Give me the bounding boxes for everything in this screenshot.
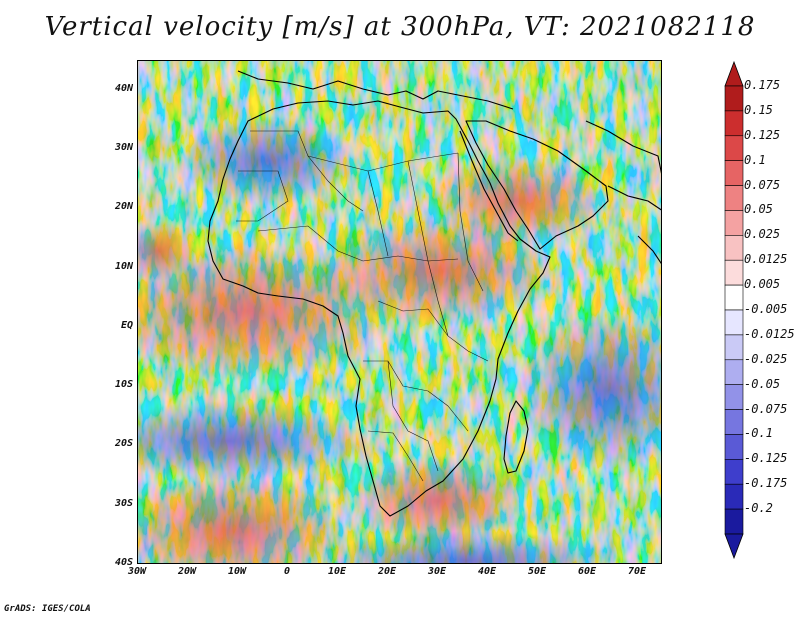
red-sea-coast [459,130,519,242]
colorbar-label: -0.075 [744,401,788,416]
lat-tick-20s: 20S [114,438,133,450]
colorbar-swatch-8 [724,284,744,311]
country-borders [236,130,489,482]
colorbar-swatch-12 [724,384,744,410]
colorbar-label: -0.05 [744,376,781,391]
colorbar-swatch-11 [724,359,744,385]
lon-tick-20w: 20W [177,566,197,577]
colorbar-swatch-9 [724,309,744,336]
lat-tick-10s: 10S [114,379,133,391]
lon-tick-40e: 40E [477,566,497,577]
descent-band-southern-ocean [318,531,618,563]
lat-tick-40n: 40N [114,82,133,94]
lat-tick-30n: 30N [114,141,133,153]
colorbar-swatch-17 [724,508,744,535]
mediterranean-north-coast [237,70,514,110]
colorbar-label: -0.175 [744,476,788,491]
colorbar-label: -0.1 [744,426,773,441]
descent-zone-sahara [178,116,358,206]
colorbar-swatch-5 [724,210,744,236]
india-coastline [637,235,661,264]
colorbar-swatch-10 [724,334,744,361]
colorbar-label: -0.2 [744,501,773,516]
lat-tick-eq: EQ [120,319,133,331]
madagascar-coastline [503,400,529,474]
vertical-velocity-field [138,61,661,563]
colorbar-label: 0.005 [744,277,781,292]
colorbar-swatch-16 [724,483,744,510]
colorbar-swatch-7 [724,259,744,286]
lon-tick-20e: 20E [377,566,397,577]
colorbar-swatch-15 [724,459,744,485]
map-plot-area [137,60,662,564]
ascent-zone-south-atlantic [138,471,353,563]
colorbar-label: 0.0125 [744,252,788,267]
colorbar-swatch-0 [724,85,744,112]
lat-tick-40s: 40S [114,557,133,568]
colorbar-swatch-4 [724,185,744,211]
lon-tick-70e: 70E [627,566,647,577]
colorbar-label: 0.075 [744,177,781,192]
lon-tick-30e: 30E [427,566,447,577]
colorbar-swatch-1 [724,110,744,137]
descent-band-south-atlantic [138,401,368,481]
lat-tick-30s: 30S [114,497,133,509]
grads-credit: GrADS: IGES/COLA [4,604,91,614]
arabia-coastline [465,120,609,250]
colorbar-label: 0.175 [744,78,781,92]
lon-tick-10w: 10W [227,566,247,577]
colorbar-label: 0.025 [744,227,781,242]
lat-tick-10n: 10N [114,260,133,272]
colorbar-label: 0.125 [744,127,781,142]
map-title: Vertical velocity [m/s] at 300hPa, VT: 2… [44,12,756,42]
colorbar-label: -0.125 [744,451,788,466]
lon-tick-60e: 60E [577,566,597,577]
ascent-zone-arabia [428,156,608,246]
colorbar-label: 0.1 [744,152,766,167]
colorbar-swatch-6 [724,235,744,261]
colorbar-bottom-arrow [724,533,744,560]
colorbar-label: 0.15 [744,102,773,117]
ascent-zone-south-africa [348,456,528,546]
colorbar-top-arrow [724,60,744,87]
ascent-zone-atlantic [138,221,193,281]
colorbar-label: -0.0125 [744,326,795,341]
colorbar-swatch-14 [724,434,744,460]
colorbar: 0.175 0.15 0.125 0.1 0.075 0.05 0.025 0.0125 0.0… [724,60,800,560]
africa-coastline [207,100,551,517]
lon-tick-50e: 50E [527,566,547,577]
colorbar-label: -0.025 [744,351,788,366]
colorbar-label: -0.005 [744,302,788,316]
colorbar-swatch-3 [724,160,744,186]
lon-tick-30w: 30W [127,566,147,577]
lat-tick-20n: 20N [114,201,133,213]
iran-coastline [585,120,661,211]
lon-tick-0: 0 [283,566,291,577]
colorbar-swatches [724,60,744,560]
colorbar-swatch-2 [724,135,744,161]
colorbar-swatch-13 [724,409,744,435]
colorbar-label: 0.05 [744,202,773,217]
descent-zone-indian-ocean [518,311,661,471]
lon-tick-10e: 10E [327,566,347,577]
